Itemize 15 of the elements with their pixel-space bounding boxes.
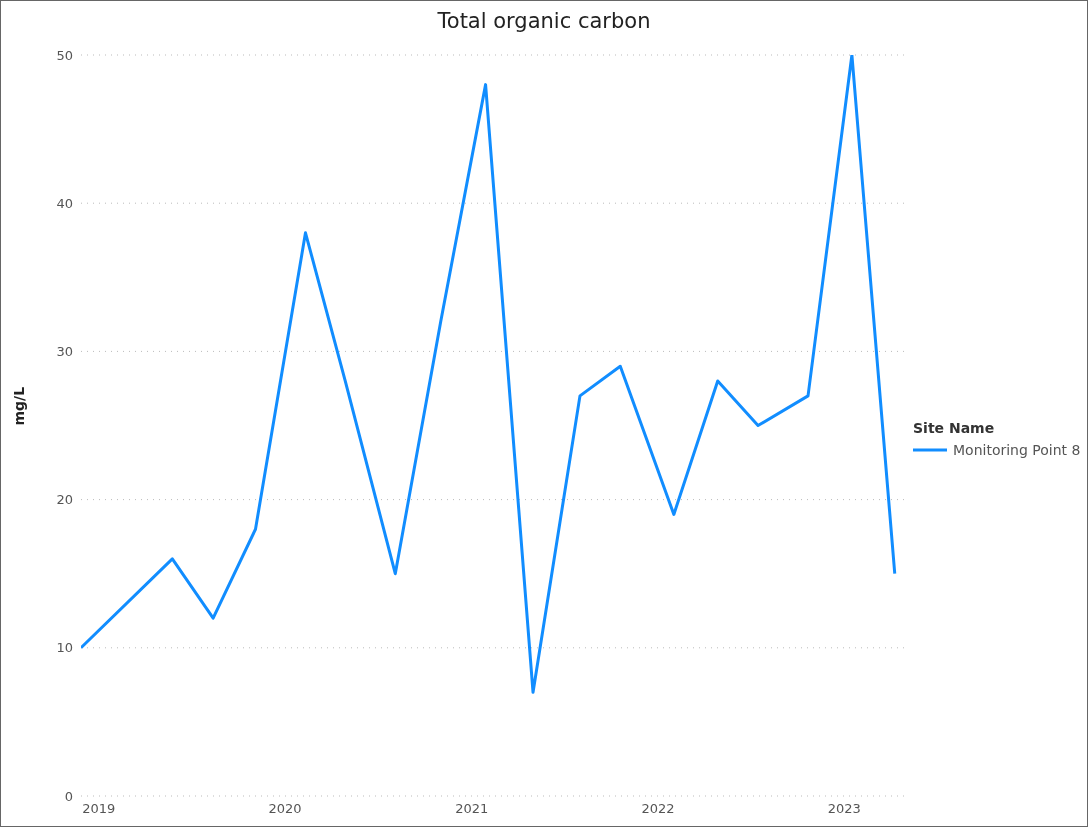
- x-tick-label: 2023: [827, 801, 861, 817]
- y-axis-title: mg/L: [10, 386, 27, 426]
- y-tick-label: 20: [56, 492, 73, 508]
- x-tick-label: 2022: [641, 801, 675, 817]
- y-tick-label: 0: [64, 788, 73, 804]
- x-tick-label: 2019: [82, 801, 116, 817]
- y-tick-label: 40: [56, 195, 73, 211]
- y-tick-label: 10: [56, 640, 73, 656]
- line-series: [81, 55, 897, 694]
- chart-title: Total organic carbon: [436, 9, 652, 33]
- legend-title: Site Name: [913, 419, 996, 436]
- x-tick-label: 2020: [268, 801, 302, 817]
- legend-label: Monitoring Point 8: [953, 441, 1081, 458]
- y-tick-label: 30: [56, 344, 73, 360]
- x-tick-label: 2021: [455, 801, 489, 817]
